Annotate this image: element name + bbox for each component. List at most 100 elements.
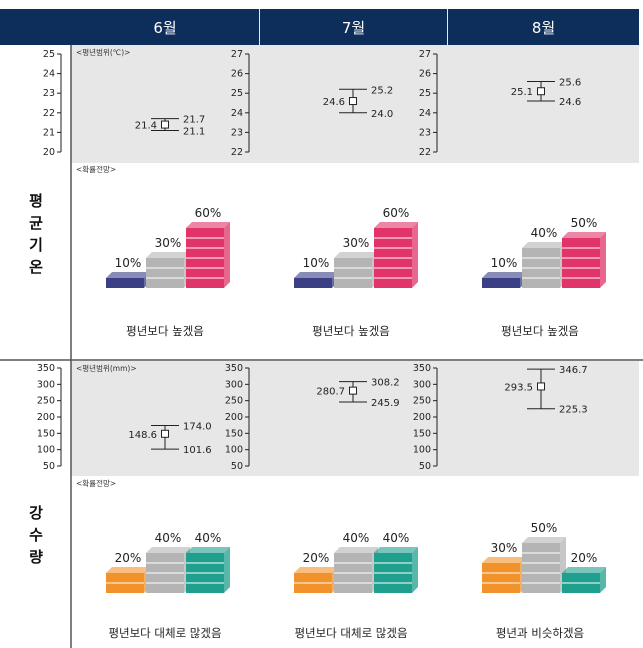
- y-tick-label-precipitation-8: 300: [413, 379, 431, 390]
- prob-bar-temperature-6-2: [186, 222, 230, 288]
- high-label-precipitation-6: 174.0: [183, 421, 212, 432]
- y-tick-label-temperature-6: 22: [43, 108, 55, 119]
- prob-value-label-precipitation-6-0: 20%: [115, 551, 142, 565]
- prob-value-label-temperature-8-2: 50%: [571, 216, 598, 230]
- prob-bar-precipitation-6-2: [186, 547, 230, 593]
- y-tick-label-temperature-7: 27: [231, 49, 243, 60]
- prob-bar-temperature-7-0: [294, 272, 338, 288]
- y-tick-label-precipitation-7: 200: [225, 412, 243, 423]
- low-label-temperature-8: 24.6: [559, 97, 581, 108]
- y-tick-label-precipitation-6: 100: [37, 445, 55, 456]
- y-tick-label-precipitation-8: 250: [413, 396, 431, 407]
- y-tick-label-precipitation-6: 150: [37, 428, 55, 439]
- y-tick-label-precipitation-7: 250: [225, 396, 243, 407]
- mean-marker-temperature-7: [349, 97, 357, 106]
- prob-label-precip: <확률전망>: [76, 479, 117, 488]
- y-tick-label-temperature-7: 22: [231, 147, 243, 158]
- y-tick-label-precipitation-6: 350: [37, 363, 55, 374]
- low-label-precipitation-7: 245.9: [371, 398, 400, 409]
- y-tick-label-temperature-8: 25: [419, 88, 431, 99]
- prob-bar-top-precipitation-8-2: [562, 567, 606, 573]
- prob-bar-precipitation-7-2: [374, 547, 418, 593]
- prob-bar-side-temperature-8-2: [600, 232, 606, 288]
- y-tick-label-temperature-7: 23: [231, 127, 243, 138]
- precip-range-panel: [71, 361, 639, 476]
- high-label-temperature-8: 25.6: [559, 77, 581, 88]
- y-tick-label-temperature-8: 22: [419, 147, 431, 158]
- prob-bar-top-temperature-8-2: [562, 232, 606, 238]
- prob-bar-temperature-8-1: [522, 242, 566, 288]
- section-title-precipitation: 강수량: [29, 504, 43, 566]
- outlook-precip-8: 평년과 비슷하겠음: [495, 626, 585, 640]
- prob-value-label-precipitation-6-2: 40%: [195, 531, 222, 545]
- prob-value-label-precipitation-7-0: 20%: [303, 551, 330, 565]
- low-label-temperature-7: 24.0: [371, 109, 393, 120]
- prob-bar-top-temperature-8-1: [522, 242, 566, 248]
- y-tick-label-precipitation-7: 350: [225, 363, 243, 374]
- prob-bar-front-temperature-7-1: [334, 258, 372, 288]
- y-tick-label-precipitation-6: 50: [43, 461, 55, 472]
- y-tick-label-precipitation-7: 300: [225, 379, 243, 390]
- prob-value-label-temperature-7-2: 60%: [383, 206, 410, 220]
- month-header-6: 6월: [71, 9, 259, 45]
- y-tick-label-precipitation-8: 150: [413, 428, 431, 439]
- mean-label-temperature-8: 25.1: [511, 87, 533, 98]
- mean-marker-precipitation-8: [537, 382, 545, 391]
- prob-value-label-temperature-6-2: 60%: [195, 206, 222, 220]
- y-tick-label-temperature-8: 27: [419, 49, 431, 60]
- y-tick-label-temperature-8: 24: [419, 108, 431, 119]
- y-tick-label-temperature-6: 23: [43, 88, 55, 99]
- prob-bar-front-temperature-6-0: [106, 278, 144, 288]
- prob-bar-side-precipitation-6-2: [224, 547, 230, 593]
- low-label-precipitation-6: 101.6: [183, 445, 212, 456]
- low-label-precipitation-8: 225.3: [559, 405, 588, 416]
- header-corner: [0, 9, 71, 45]
- prob-value-label-temperature-6-0: 10%: [115, 256, 142, 270]
- prob-bar-side-temperature-6-2: [224, 222, 230, 288]
- y-tick-label-precipitation-8: 100: [413, 445, 431, 456]
- prob-value-label-temperature-7-0: 10%: [303, 256, 330, 270]
- y-tick-label-temperature-8: 23: [419, 127, 431, 138]
- y-tick-label-precipitation-6: 300: [37, 379, 55, 390]
- prob-value-label-temperature-7-1: 30%: [343, 236, 370, 250]
- prob-value-label-precipitation-8-1: 50%: [531, 521, 558, 535]
- prob-value-label-precipitation-7-1: 40%: [343, 531, 370, 545]
- prob-bar-top-temperature-7-1: [334, 252, 378, 258]
- y-tick-label-temperature-6: 20: [43, 147, 55, 158]
- prob-bar-top-precipitation-6-1: [146, 547, 190, 553]
- prob-value-label-temperature-6-1: 30%: [155, 236, 182, 250]
- high-label-precipitation-7: 308.2: [371, 378, 400, 389]
- prob-bar-front-temperature-8-2: [562, 238, 600, 288]
- y-tick-label-temperature-7: 25: [231, 88, 243, 99]
- prob-bar-front-temperature-7-0: [294, 278, 332, 288]
- prob-bar-top-temperature-7-2: [374, 222, 418, 228]
- outlook-precip-6: 평년보다 대체로 많겠음: [108, 626, 222, 640]
- prob-bar-top-precipitation-7-0: [294, 567, 338, 573]
- mean-label-precipitation-7: 280.7: [316, 387, 345, 398]
- outlook-temp-8: 평년보다 높겠음: [501, 324, 579, 338]
- prob-bar-front-precipitation-8-0: [482, 563, 520, 593]
- prob-bar-top-precipitation-6-0: [106, 567, 150, 573]
- mean-label-precipitation-6: 148.6: [128, 430, 157, 441]
- prob-bar-temperature-6-1: [146, 252, 190, 288]
- y-tick-label-temperature-8: 26: [419, 69, 431, 80]
- prob-bar-top-precipitation-8-1: [522, 537, 566, 543]
- mean-label-precipitation-8: 293.5: [504, 382, 533, 393]
- prob-value-label-precipitation-6-1: 40%: [155, 531, 182, 545]
- outlook-temp-6: 평년보다 높겠음: [126, 324, 204, 338]
- prob-bar-side-temperature-7-2: [412, 222, 418, 288]
- prob-bar-top-temperature-7-0: [294, 272, 338, 278]
- prob-bar-front-temperature-6-1: [146, 258, 184, 288]
- mean-marker-precipitation-7: [349, 386, 357, 395]
- prob-value-label-temperature-8-0: 10%: [491, 256, 518, 270]
- low-label-temperature-6: 21.1: [183, 126, 205, 137]
- mean-marker-temperature-6: [161, 120, 169, 129]
- prob-bar-temperature-6-0: [106, 272, 150, 288]
- prob-bar-front-temperature-8-0: [482, 278, 520, 288]
- y-tick-label-temperature-6: 25: [43, 49, 55, 60]
- prob-label-temp: <확률전망>: [76, 165, 117, 174]
- prob-bar-temperature-8-0: [482, 272, 526, 288]
- y-tick-label-temperature-6: 24: [43, 69, 55, 80]
- prob-value-label-temperature-8-1: 40%: [531, 226, 558, 240]
